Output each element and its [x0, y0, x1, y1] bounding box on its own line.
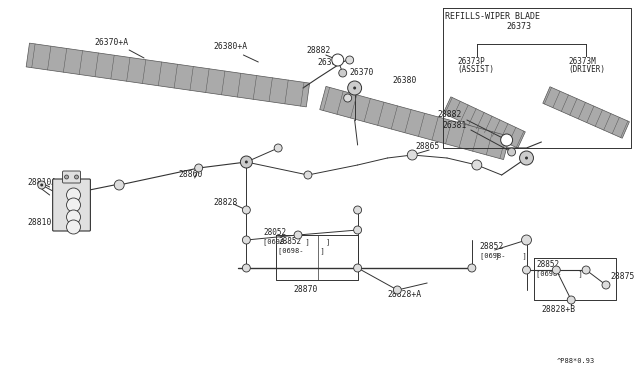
- Circle shape: [115, 180, 124, 190]
- Circle shape: [602, 281, 610, 289]
- Text: 28882: 28882: [437, 110, 461, 119]
- Circle shape: [346, 56, 354, 64]
- Text: 26381: 26381: [442, 121, 467, 130]
- Circle shape: [567, 296, 575, 304]
- Text: 28865: 28865: [415, 142, 440, 151]
- Text: 28828+A: 28828+A: [387, 290, 422, 299]
- Circle shape: [500, 134, 513, 146]
- Text: [0698-    ]: [0698- ]: [536, 270, 583, 277]
- Circle shape: [348, 81, 362, 95]
- Text: 28828+B: 28828+B: [541, 305, 575, 314]
- Text: 28810A: 28810A: [28, 178, 57, 187]
- Circle shape: [339, 69, 347, 77]
- Circle shape: [508, 148, 516, 156]
- Circle shape: [67, 188, 81, 202]
- Circle shape: [38, 181, 45, 189]
- Text: 26370: 26370: [349, 68, 374, 77]
- Circle shape: [274, 144, 282, 152]
- Circle shape: [522, 235, 531, 245]
- Text: 26380: 26380: [392, 76, 417, 85]
- Circle shape: [243, 236, 250, 244]
- Circle shape: [67, 220, 81, 234]
- Circle shape: [74, 175, 79, 179]
- Circle shape: [245, 160, 248, 164]
- Text: REFILLS-WIPER BLADE: REFILLS-WIPER BLADE: [445, 12, 540, 21]
- Circle shape: [294, 231, 302, 239]
- Circle shape: [195, 164, 203, 172]
- Circle shape: [582, 266, 590, 274]
- Text: 26381: 26381: [318, 58, 342, 67]
- Circle shape: [468, 264, 476, 272]
- Circle shape: [552, 266, 560, 274]
- Circle shape: [65, 175, 68, 179]
- Polygon shape: [444, 97, 525, 148]
- Circle shape: [520, 151, 534, 165]
- Text: 28852: 28852: [536, 260, 559, 269]
- Circle shape: [394, 286, 401, 294]
- Text: 26380+A: 26380+A: [214, 42, 248, 51]
- Circle shape: [241, 156, 252, 168]
- Circle shape: [243, 264, 250, 272]
- Text: 28875: 28875: [610, 272, 634, 281]
- Circle shape: [304, 171, 312, 179]
- Polygon shape: [543, 87, 629, 138]
- Circle shape: [344, 94, 351, 102]
- Circle shape: [472, 160, 482, 170]
- FancyBboxPatch shape: [63, 171, 81, 183]
- Text: 28870: 28870: [293, 285, 317, 294]
- Text: (ASSIST): (ASSIST): [457, 65, 494, 74]
- Text: 28852: 28852: [278, 237, 301, 246]
- Circle shape: [354, 206, 362, 214]
- Text: 28810: 28810: [28, 218, 52, 227]
- Text: 28882: 28882: [306, 46, 330, 55]
- Circle shape: [67, 198, 81, 212]
- Circle shape: [354, 226, 362, 234]
- Text: 26373: 26373: [507, 22, 532, 31]
- Circle shape: [522, 266, 531, 274]
- Text: [0698-    ]: [0698- ]: [278, 247, 325, 254]
- Text: ^P88*0.93: ^P88*0.93: [556, 358, 595, 364]
- FancyBboxPatch shape: [52, 179, 90, 231]
- Text: 26370+A: 26370+A: [94, 38, 129, 47]
- Text: [0698-    ]: [0698- ]: [480, 252, 527, 259]
- Text: 28852: 28852: [480, 242, 504, 251]
- Circle shape: [332, 54, 344, 66]
- Circle shape: [407, 150, 417, 160]
- Circle shape: [40, 183, 44, 186]
- Text: ]: ]: [326, 238, 330, 245]
- Text: 28860: 28860: [179, 170, 203, 179]
- Text: (DRIVER): (DRIVER): [568, 65, 605, 74]
- Circle shape: [243, 206, 250, 214]
- Text: 26373M: 26373M: [568, 57, 596, 66]
- Circle shape: [354, 264, 362, 272]
- Text: 28828: 28828: [214, 198, 238, 207]
- Circle shape: [525, 157, 528, 160]
- Polygon shape: [320, 86, 509, 160]
- Text: 26373P: 26373P: [457, 57, 484, 66]
- Circle shape: [67, 210, 81, 224]
- Text: 28052: 28052: [263, 228, 286, 237]
- Text: [0698-    ]: [0698- ]: [263, 238, 310, 245]
- Circle shape: [353, 87, 356, 90]
- Polygon shape: [26, 43, 310, 107]
- Text: ]: ]: [495, 252, 499, 259]
